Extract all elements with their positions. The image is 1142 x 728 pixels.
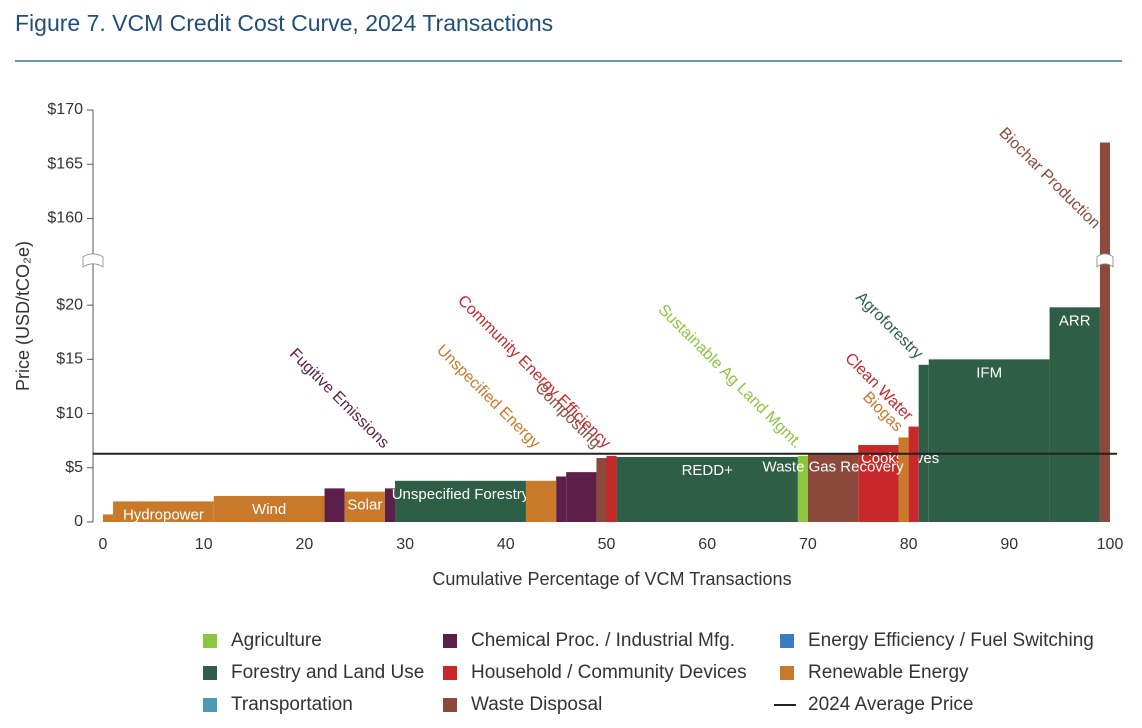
x-tick-label: 80 xyxy=(900,536,918,553)
bar-label: Waste Gas Recovery xyxy=(762,459,904,476)
bar-label: Solar xyxy=(347,497,382,514)
bar-annotation: Sustainable Ag Land Mgmt. xyxy=(655,301,805,451)
legend-label: Waste Disposal xyxy=(471,694,602,715)
cost-bar xyxy=(898,437,909,522)
y-tick-label: $10 xyxy=(56,405,83,422)
cost-bar xyxy=(596,458,607,522)
legend-label: 2024 Average Price xyxy=(808,694,974,715)
legend-label: Chemical Proc. / Industrial Mfg. xyxy=(471,630,735,651)
cost-bar xyxy=(858,445,899,522)
bar-annotation: Biochar Production xyxy=(996,125,1104,233)
cost-bar xyxy=(797,455,808,522)
bar-label: Hydropower xyxy=(123,506,204,523)
bar-annotation: Agroforestry xyxy=(852,289,926,363)
legend-label: Renewable Energy xyxy=(808,662,969,683)
cost-bar xyxy=(918,364,929,522)
cost-bar xyxy=(606,455,617,522)
cost-bar xyxy=(566,472,597,522)
cost-bar xyxy=(908,426,919,522)
legend-swatch xyxy=(203,634,217,648)
legend-swatch xyxy=(780,666,794,680)
bar-annotation: Fugitive Emissions xyxy=(286,345,392,451)
bar-label: ARR xyxy=(1059,312,1091,329)
cost-bar xyxy=(928,359,1050,522)
y-tick-label: 0 xyxy=(74,513,83,530)
legend-swatch xyxy=(443,666,457,680)
cost-bar xyxy=(113,501,214,522)
y-tick-label: $20 xyxy=(56,296,83,313)
bar-annotation: Composting xyxy=(531,379,603,451)
cost-bar xyxy=(807,453,859,522)
x-tick-label: 60 xyxy=(698,536,716,553)
bar-label: IFM xyxy=(976,364,1002,381)
legend-label: Transportation xyxy=(231,694,353,715)
x-tick-label: 70 xyxy=(799,536,817,553)
y-tick-label: $170 xyxy=(47,101,83,118)
y-tick-label: $165 xyxy=(47,155,83,172)
cost-bar xyxy=(103,514,114,522)
x-tick-label: 30 xyxy=(396,536,414,553)
cost-bar xyxy=(344,491,385,522)
chart-title: Figure 7. VCM Credit Cost Curve, 2024 Tr… xyxy=(15,10,553,36)
axis-break xyxy=(1096,253,1114,268)
cost-bar xyxy=(213,495,325,522)
legend-swatch xyxy=(203,666,217,680)
y-tick-label: $5 xyxy=(65,459,83,476)
cost-bar xyxy=(384,488,396,522)
x-tick-label: 50 xyxy=(598,536,616,553)
x-tick-label: 10 xyxy=(195,536,213,553)
x-tick-label: 100 xyxy=(1097,536,1124,553)
legend-label: Energy Efficiency / Fuel Switching xyxy=(808,630,1094,651)
cost-bar xyxy=(1099,142,1110,523)
cost-bar xyxy=(1049,307,1100,522)
y-axis-title: Price (USD/tCO₂e) xyxy=(13,241,33,391)
legend-swatch xyxy=(780,634,794,648)
legend-swatch xyxy=(443,634,457,648)
legend-label: Household / Community Devices xyxy=(471,662,747,683)
x-tick-label: 40 xyxy=(497,536,515,553)
cost-bar xyxy=(324,488,345,522)
cost-bar xyxy=(395,480,526,522)
legend-label: Forestry and Land Use xyxy=(231,662,424,683)
x-tick-label: 20 xyxy=(296,536,314,553)
x-tick-label: 0 xyxy=(99,536,108,553)
legend-swatch xyxy=(203,698,217,712)
cost-bar xyxy=(525,480,557,522)
y-tick-label: $15 xyxy=(56,351,83,368)
bar-label: REDD+ xyxy=(682,462,734,479)
y-tick-label: $160 xyxy=(47,210,83,227)
legend-label: Agriculture xyxy=(231,630,322,651)
x-tick-label: 90 xyxy=(1000,536,1018,553)
legend-swatch xyxy=(443,698,457,712)
cost-bar xyxy=(556,476,567,522)
axis-break xyxy=(82,253,104,268)
bar-label: Wind xyxy=(252,501,286,518)
x-axis-title: Cumulative Percentage of VCM Transaction… xyxy=(432,569,791,589)
cost-bar xyxy=(616,456,798,522)
bar-label: Unspecified Forestry xyxy=(392,486,530,503)
